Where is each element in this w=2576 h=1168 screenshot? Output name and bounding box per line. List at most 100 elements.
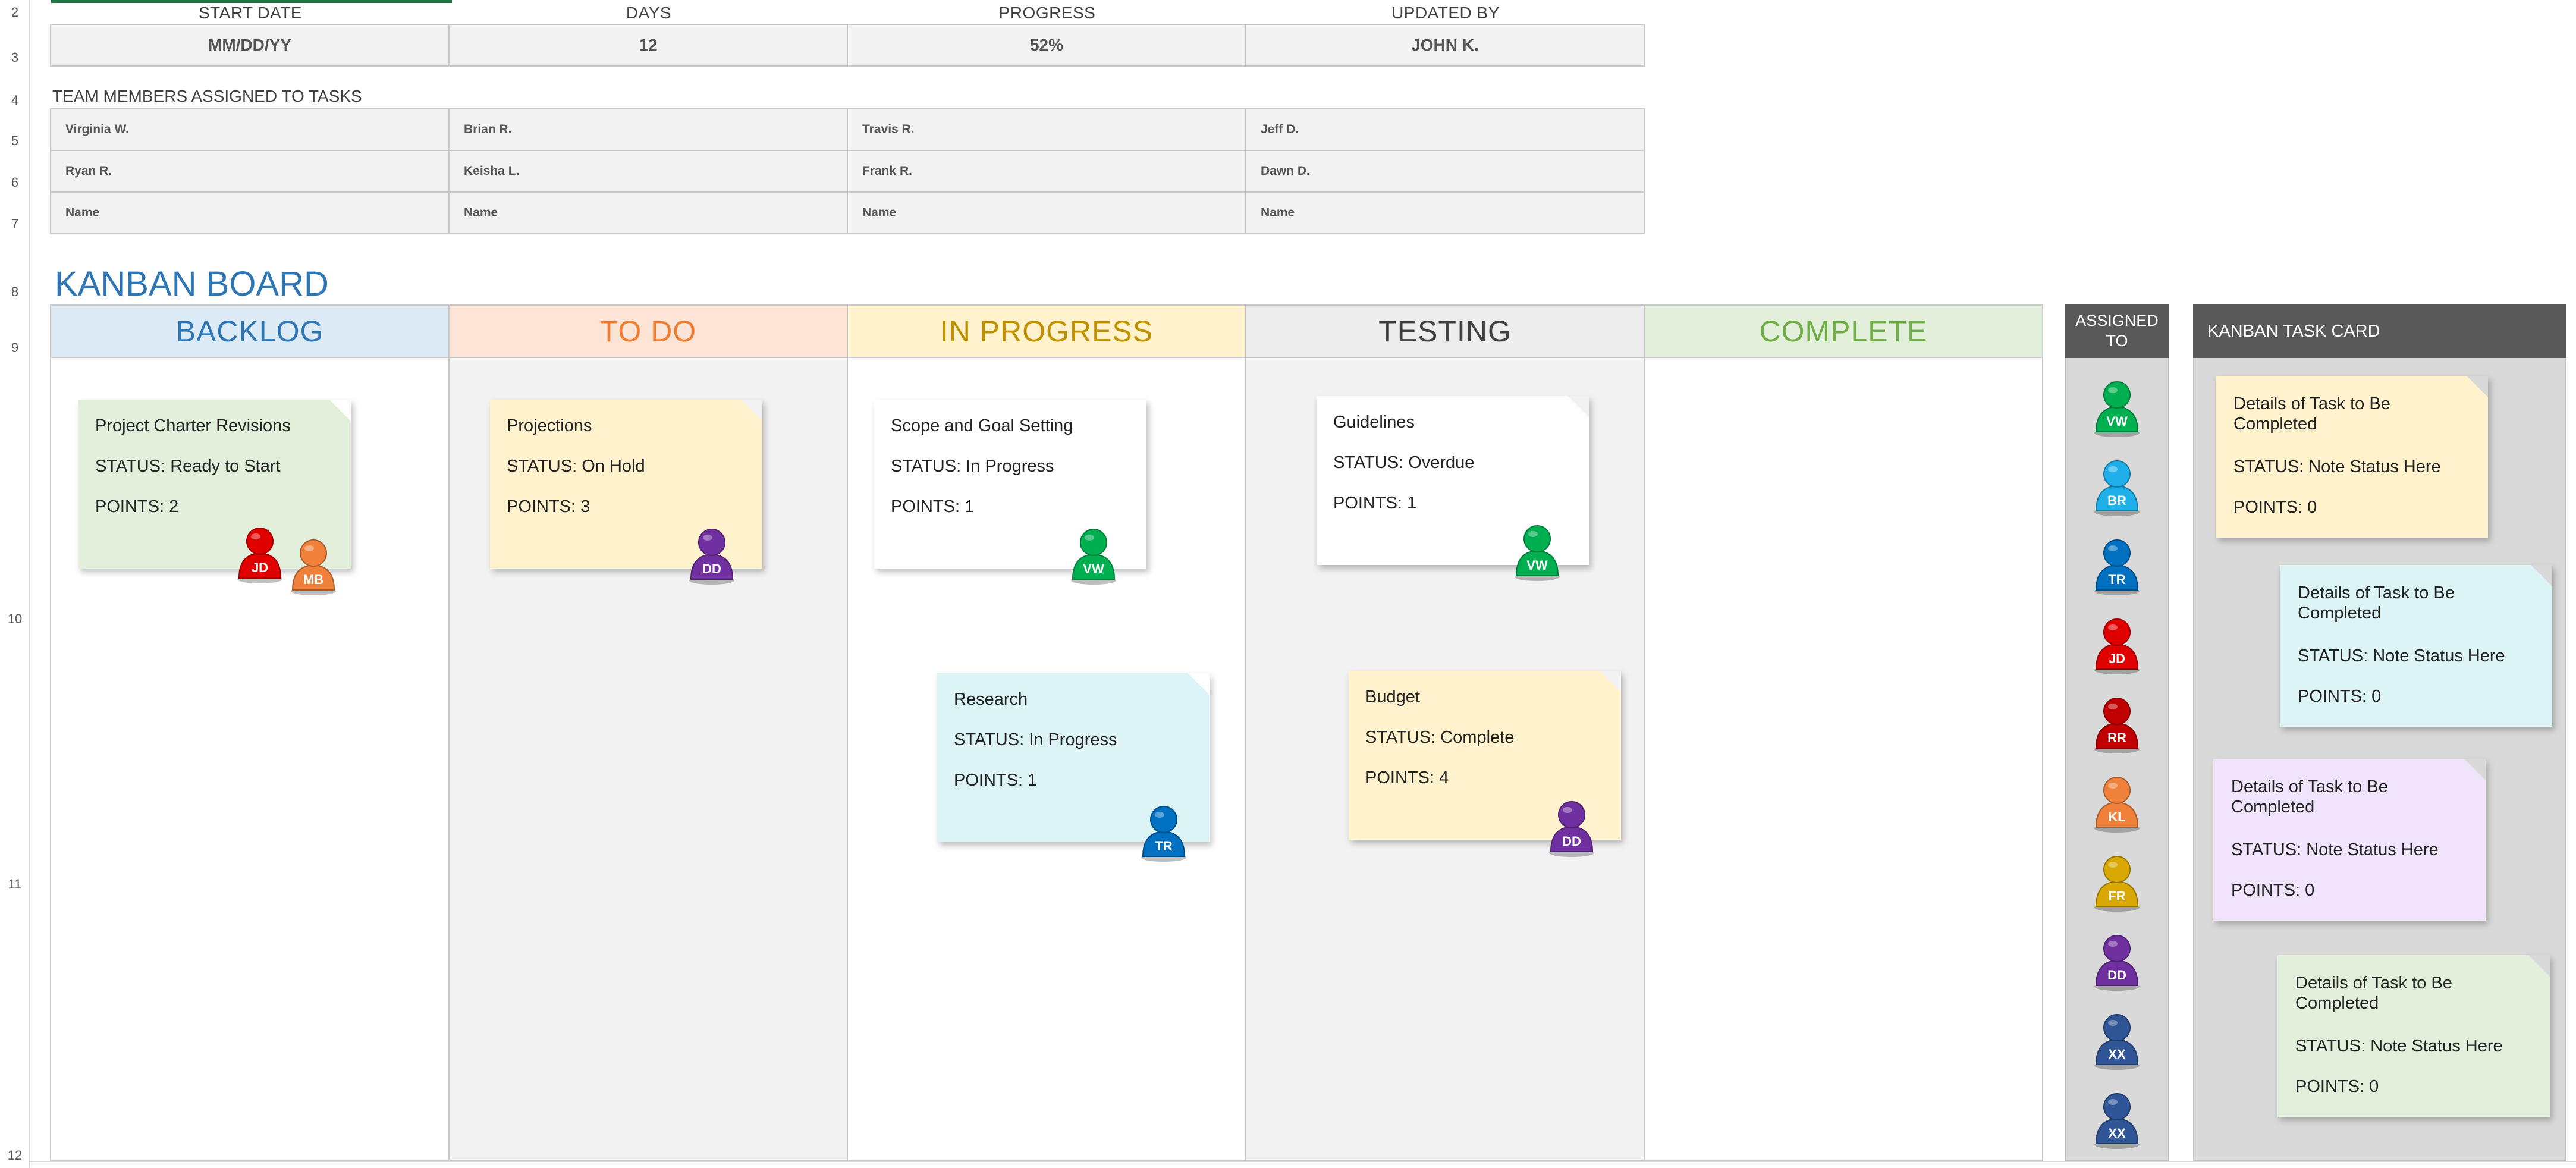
task-title: Scope and Goal Setting xyxy=(891,416,1073,435)
team-member-cell[interactable]: Ryan R. xyxy=(50,150,450,193)
days-label: DAYS xyxy=(626,4,672,22)
task-title: Research xyxy=(954,690,1028,709)
assignee-pawn-icon[interactable]: TR xyxy=(1137,803,1190,862)
task-status: STATUS: In Progress xyxy=(891,457,1054,476)
task-status: STATUS: On Hold xyxy=(507,457,645,476)
svg-text:DD: DD xyxy=(1562,834,1581,849)
column-header-backlog[interactable]: BACKLOG xyxy=(50,304,450,358)
row-number[interactable]: 8 xyxy=(11,284,19,299)
card-fold xyxy=(2528,955,2550,977)
assignee-pawn-icon[interactable]: JD xyxy=(2090,616,2144,675)
sheet-gridline xyxy=(30,1161,2576,1162)
row-number[interactable]: 7 xyxy=(11,216,19,231)
complete-column[interactable] xyxy=(1644,304,2043,1161)
row-number[interactable]: 4 xyxy=(11,93,19,108)
column-header-testing[interactable]: TESTING xyxy=(1245,304,1645,358)
template-task-card[interactable]: Details of Task to Be Completed STATUS: … xyxy=(2280,565,2552,727)
task-details: Details of Task to Be Completed xyxy=(2298,583,2455,623)
svg-text:VW: VW xyxy=(1083,561,1104,576)
task-points: POINTS: 0 xyxy=(2233,498,2317,517)
column-header-complete[interactable]: COMPLETE xyxy=(1644,304,2043,358)
svg-text:XX: XX xyxy=(2108,1047,2126,1062)
updated-by-label: UPDATED BY xyxy=(1391,4,1500,22)
card-fold xyxy=(2464,759,2486,780)
assignee-pawn-icon[interactable]: KL xyxy=(2090,774,2144,833)
task-points: POINTS: 1 xyxy=(954,771,1038,790)
task-card-panel-header: KANBAN TASK CARD xyxy=(2193,304,2566,358)
team-member-cell[interactable]: Frank R. xyxy=(847,150,1246,193)
team-members-title: TEAM MEMBERS ASSIGNED TO TASKS xyxy=(52,87,362,105)
task-status: STATUS: Overdue xyxy=(1333,453,1475,472)
svg-text:KL: KL xyxy=(2108,809,2125,824)
assignee-pawn-icon[interactable]: RR xyxy=(2090,695,2144,754)
svg-text:DD: DD xyxy=(2107,968,2126,982)
assignee-pawn-icon[interactable]: TR xyxy=(2090,536,2144,596)
assignee-pawn-icon[interactable]: DD xyxy=(2090,932,2144,991)
task-points: POINTS: 2 xyxy=(95,497,179,516)
svg-text:TR: TR xyxy=(2108,572,2125,587)
assignee-pawn-icon[interactable]: BR xyxy=(2090,457,2144,517)
team-member-cell[interactable]: Name xyxy=(847,191,1246,234)
row-number[interactable]: 12 xyxy=(7,1148,23,1163)
task-points: POINTS: 4 xyxy=(1365,768,1449,787)
svg-text:XX: XX xyxy=(2108,1126,2126,1141)
team-member-cell[interactable]: Travis R. xyxy=(847,108,1246,151)
task-points: POINTS: 0 xyxy=(2295,1077,2379,1096)
days-cell[interactable]: 12 xyxy=(448,24,848,67)
svg-text:JD: JD xyxy=(2109,651,2125,666)
template-task-card[interactable]: Details of Task to Be Completed STATUS: … xyxy=(2213,759,2486,921)
task-title: Project Charter Revisions xyxy=(95,416,291,435)
assignee-pawn-icon[interactable]: XX xyxy=(2090,1011,2144,1070)
team-member-cell[interactable]: Name xyxy=(50,191,450,234)
updated-by-cell[interactable]: JOHN K. xyxy=(1245,24,1645,67)
template-task-card[interactable]: Details of Task to Be Completed STATUS: … xyxy=(2216,376,2488,538)
assignee-pawn-icon[interactable]: DD xyxy=(1545,798,1598,858)
assigned-to-header: ASSIGNED TO xyxy=(2065,304,2169,358)
start-date-cell[interactable]: MM/DD/YY xyxy=(50,24,450,67)
team-member-cell[interactable]: Keisha L. xyxy=(448,150,848,193)
assignee-pawn-icon[interactable]: FR xyxy=(2090,853,2144,912)
task-points: POINTS: 1 xyxy=(891,497,975,516)
row-number[interactable]: 9 xyxy=(11,340,19,355)
task-status: STATUS: In Progress xyxy=(954,730,1117,749)
task-card[interactable]: Projections STATUS: On Hold POINTS: 3 xyxy=(490,400,762,569)
row-number[interactable]: 11 xyxy=(8,877,22,891)
team-member-cell[interactable]: Dawn D. xyxy=(1245,150,1645,193)
assignee-pawn-icon[interactable]: XX xyxy=(2090,1090,2144,1150)
template-task-card[interactable]: Details of Task to Be Completed STATUS: … xyxy=(2277,955,2550,1117)
column-header-in-progress[interactable]: IN PROGRESS xyxy=(847,304,1246,358)
card-fold xyxy=(329,400,351,421)
team-member-cell[interactable]: Name xyxy=(1245,191,1645,234)
assigned-to-title-line: ASSIGNED xyxy=(2075,312,2159,329)
row-number[interactable]: 2 xyxy=(11,5,19,20)
task-title: Projections xyxy=(507,416,592,435)
assignee-pawn-icon[interactable]: VW xyxy=(1510,522,1564,582)
assignee-pawn-icon[interactable]: MB xyxy=(287,536,340,596)
svg-text:BR: BR xyxy=(2107,493,2126,508)
task-points: POINTS: 1 xyxy=(1333,494,1417,513)
progress-cell[interactable]: 52% xyxy=(847,24,1246,67)
assignee-pawn-icon[interactable]: VW xyxy=(1067,526,1120,585)
row-number[interactable]: 6 xyxy=(11,175,19,190)
row-number[interactable]: 3 xyxy=(11,50,19,65)
svg-text:VW: VW xyxy=(1526,558,1548,573)
team-member-cell[interactable]: Name xyxy=(448,191,848,234)
task-points: POINTS: 0 xyxy=(2231,881,2315,900)
card-fold xyxy=(1600,671,1621,692)
svg-text:RR: RR xyxy=(2107,730,2126,745)
column-header-todo[interactable]: TO DO xyxy=(448,304,848,358)
task-points: POINTS: 3 xyxy=(507,497,590,516)
assignee-pawn-icon[interactable]: DD xyxy=(685,526,739,585)
assignee-pawn-icon[interactable]: JD xyxy=(233,525,287,584)
card-fold xyxy=(1567,396,1589,417)
team-member-cell[interactable]: Jeff D. xyxy=(1245,108,1645,151)
task-status: STATUS: Note Status Here xyxy=(2233,457,2441,476)
assignee-pawn-icon[interactable]: VW xyxy=(2090,378,2144,438)
team-member-cell[interactable]: Virginia W. xyxy=(50,108,450,151)
task-details: Details of Task to Be Completed xyxy=(2233,394,2390,434)
team-member-cell[interactable]: Brian R. xyxy=(448,108,848,151)
svg-text:JD: JD xyxy=(252,560,268,575)
row-number[interactable]: 10 xyxy=(7,611,23,626)
row-number[interactable]: 5 xyxy=(11,133,19,148)
task-card[interactable]: Project Charter Revisions STATUS: Ready … xyxy=(78,400,351,569)
